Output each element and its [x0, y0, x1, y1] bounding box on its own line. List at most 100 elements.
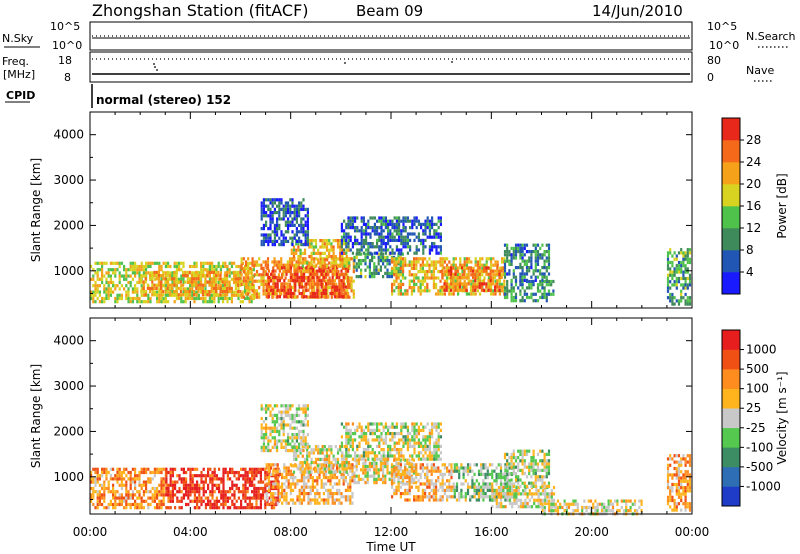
velocity-cell: [193, 474, 196, 478]
velocity-cell: [321, 457, 324, 461]
velocity-cell: [251, 480, 254, 484]
velocity-cell: [306, 423, 309, 427]
power-cell: [388, 275, 391, 279]
velocity-cell: [218, 467, 221, 471]
velocity-cell: [362, 457, 365, 461]
power-cell: [530, 253, 533, 257]
power-cell: [443, 279, 446, 283]
velocity-cell: [101, 474, 104, 478]
velocity-cell: [233, 502, 236, 507]
power-cell: [293, 236, 296, 240]
power-cell: [512, 253, 515, 257]
velocity-cell: [101, 493, 104, 497]
power-cell: [199, 277, 202, 281]
power-cell: [274, 291, 277, 296]
velocity-cell: [329, 482, 332, 486]
velocity-cell: [103, 490, 106, 494]
velocity-cell: [265, 495, 268, 499]
power-cell: [327, 279, 330, 283]
velocity-cell: [299, 451, 302, 455]
power-cell: [281, 266, 284, 270]
velocity-cell: [373, 461, 376, 465]
power-cell: [217, 284, 220, 288]
power-cell: [276, 233, 279, 237]
power-cell: [206, 290, 209, 294]
velocity-cell: [244, 483, 247, 487]
power-cell: [528, 269, 531, 273]
velocity-cell: [301, 470, 304, 474]
power-cell: [195, 264, 198, 269]
power-cell: [103, 296, 106, 301]
power-cell: [267, 214, 270, 218]
power-cell: [371, 271, 374, 275]
power-cell: [476, 282, 479, 286]
velocity-cell: [94, 467, 97, 471]
velocity-cell: [151, 496, 154, 500]
velocity-cell: [109, 467, 112, 471]
power-cell: [195, 296, 198, 301]
velocity-cell: [103, 467, 106, 471]
velocity-cell: [309, 466, 312, 470]
velocity-cell: [366, 481, 369, 485]
power-cell: [382, 252, 385, 256]
velocity-cell: [145, 490, 148, 494]
power-cell: [399, 289, 402, 293]
power-cell: [461, 263, 464, 267]
velocity-cell: [300, 488, 303, 492]
nsearch-tick-bottom: 10^0: [709, 39, 739, 52]
power-cell: [94, 287, 97, 291]
velocity-cell: [300, 407, 303, 411]
velocity-cell: [209, 474, 212, 478]
power-cell: [215, 274, 218, 278]
power-cell: [496, 282, 499, 286]
power-cell: [300, 285, 303, 289]
velocity-cell: [412, 481, 415, 485]
power-cell: [500, 285, 503, 289]
velocity-cell: [274, 476, 277, 480]
velocity-cell: [278, 495, 281, 499]
power-cell: [153, 283, 156, 287]
velocity-cell: [292, 501, 295, 505]
power-cell: [344, 269, 347, 273]
velocity-cell: [90, 493, 93, 497]
velocity-cell: [318, 492, 321, 496]
power-cell: [519, 246, 522, 250]
power-cell: [347, 216, 350, 220]
velocity-cell: [317, 464, 320, 468]
power-cell: [506, 289, 509, 293]
power-cell: [314, 251, 318, 255]
velocity-cell: [162, 490, 165, 494]
power-cell: [319, 289, 322, 293]
power-cell: [297, 245, 300, 249]
power-cell: [532, 272, 535, 276]
power-cell: [312, 245, 315, 249]
power-cell: [247, 266, 250, 270]
power-cell: [277, 260, 281, 264]
power-cell: [675, 276, 678, 281]
power-cell: [463, 269, 466, 273]
power-cell: [686, 270, 689, 274]
velocity-cell: [287, 407, 290, 411]
power-cell: [287, 269, 290, 273]
power-cell: [376, 229, 379, 233]
power-cell: [360, 219, 363, 223]
velocity-cell: [134, 467, 137, 471]
power-cell: [319, 245, 322, 249]
power-cell: [276, 282, 279, 286]
power-cell: [435, 248, 438, 252]
velocity-cell: [362, 435, 365, 439]
power-cell: [365, 226, 368, 230]
velocity-cell: [109, 502, 112, 507]
power-cell: [408, 260, 411, 264]
power-cell: [101, 264, 104, 269]
power-cell: [671, 264, 674, 268]
power-cell: [298, 223, 301, 227]
power-cell: [545, 250, 548, 254]
velocity-cell: [281, 485, 284, 489]
power-cell: [508, 262, 511, 266]
power-cell: [208, 261, 211, 265]
velocity-cell: [325, 472, 328, 476]
power-cell: [474, 257, 477, 261]
power-cell: [237, 274, 240, 278]
power-cell: [402, 270, 405, 274]
